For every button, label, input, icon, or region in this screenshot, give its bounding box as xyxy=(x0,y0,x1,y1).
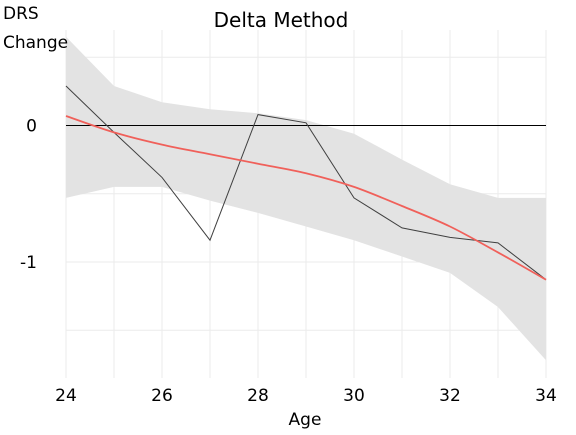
x-tick-label-26: 26 xyxy=(151,386,173,406)
confidence-band xyxy=(66,36,546,361)
y-tick-label-0: 0 xyxy=(26,117,37,137)
series-layer xyxy=(65,85,547,281)
x-tick-label-32: 32 xyxy=(439,386,461,406)
x-tick-label-28: 28 xyxy=(247,386,269,406)
tick-label-layer: 24 26 28 30 32 34 0 -1 xyxy=(20,117,557,406)
fitted-series-line xyxy=(65,115,547,281)
x-tick-label-24: 24 xyxy=(55,386,77,406)
y-tick-label-neg1: -1 xyxy=(20,253,37,273)
confidence-band-layer xyxy=(66,36,546,361)
x-tick-label-34: 34 xyxy=(535,386,557,406)
chart-title: Delta Method xyxy=(214,8,349,32)
x-tick-label-30: 30 xyxy=(343,386,365,406)
y-axis-label-line-1: DRS xyxy=(3,4,39,24)
x-axis-label: Age xyxy=(289,410,322,430)
raw-series-line xyxy=(65,85,547,281)
y-axis-label-line-2: Change xyxy=(3,33,68,53)
